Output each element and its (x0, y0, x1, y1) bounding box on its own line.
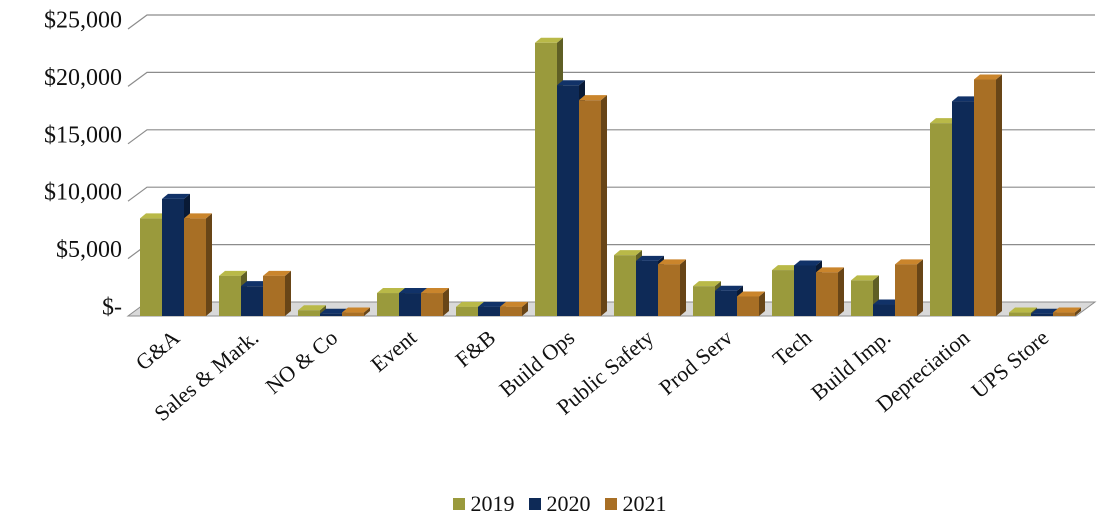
bar-build-imp-2021 (895, 259, 923, 316)
bar-public-safety-2021 (658, 259, 686, 316)
gridline (127, 14, 1095, 30)
x-tick-label-no-and-co: NO & Co (261, 325, 343, 399)
y-tick-label: $- (102, 295, 122, 321)
x-tick-label-ups-store: UPS Store (966, 325, 1053, 403)
legend-swatch-2019 (452, 498, 465, 510)
legend-swatch-2021 (604, 498, 617, 510)
legend-label-2021: 2021 (622, 491, 667, 516)
bar-tech-2021 (816, 267, 844, 316)
bars (140, 37, 1081, 317)
legend-item-2019: 2019 (452, 491, 515, 517)
x-tick-label-tech: Tech (768, 325, 817, 371)
y-tick-label: $15,000 (44, 122, 122, 148)
bar-fandb-2021 (500, 301, 528, 316)
legend-item-2020: 2020 (528, 491, 591, 517)
bar-depreciation-2021 (974, 74, 1002, 317)
y-axis-tick-labels: $- $5,000 $10,000 $15,000 $20,000 $25,000 (44, 8, 122, 321)
legend-item-2021: 2021 (604, 491, 667, 517)
gridline (127, 129, 1095, 145)
legend-label-2019: 2019 (470, 491, 515, 516)
x-tick-label-ganda: G&A (131, 325, 185, 376)
x-tick-label-event: Event (366, 325, 421, 377)
bar-prod-serv-2021 (737, 291, 765, 316)
gridlines (127, 14, 1095, 260)
y-tick-label: $25,000 (44, 8, 122, 34)
gridline (127, 186, 1095, 202)
bar-sales-and-mark-2021 (263, 270, 291, 316)
bar-ganda-2021 (184, 213, 212, 316)
legend: 2019 2020 2021 (0, 491, 1119, 517)
legend-label-2020: 2020 (546, 491, 591, 516)
x-tick-label-prod-serv: Prod Serv (654, 325, 737, 400)
y-tick-label: $20,000 (44, 65, 122, 91)
bar-ups-store-2021 (1053, 307, 1081, 316)
y-tick-label: $5,000 (56, 237, 122, 263)
bar-event-2021 (421, 288, 449, 316)
bar-build-ops-2021 (579, 95, 607, 317)
y-tick-label: $10,000 (44, 180, 122, 206)
legend-swatch-2020 (528, 498, 541, 510)
x-tick-label-fandb: F&B (450, 325, 500, 372)
bar-no-and-co-2021 (342, 307, 370, 316)
gridline (127, 71, 1095, 87)
